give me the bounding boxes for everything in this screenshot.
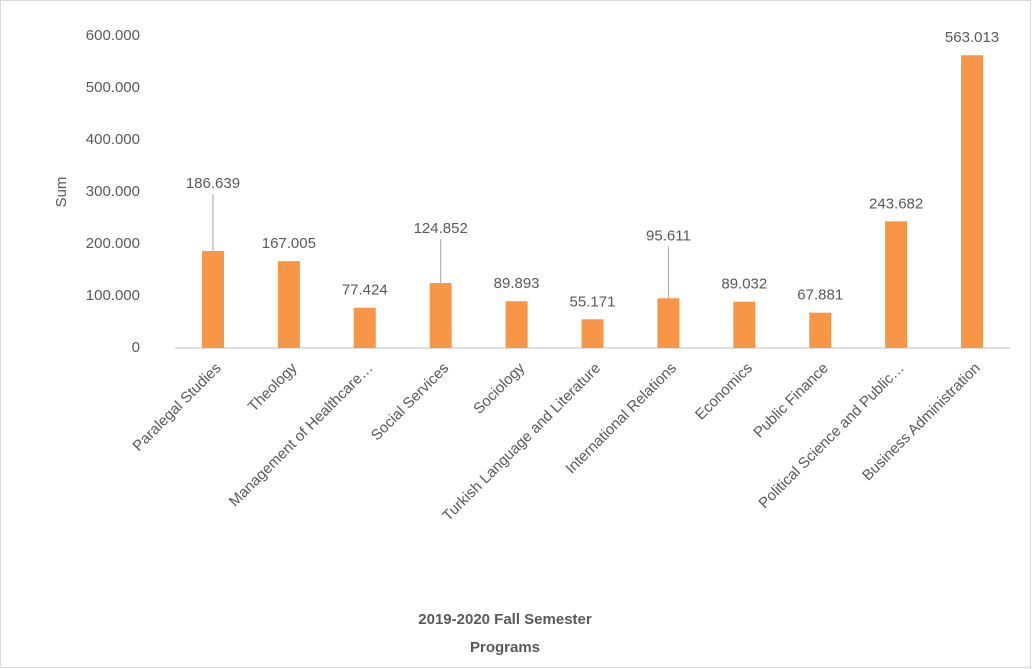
bar [809, 312, 832, 348]
bar [505, 301, 528, 348]
y-tick-label: 300.000 [86, 183, 140, 200]
bar [201, 250, 224, 348]
y-tick-label: 600.000 [86, 27, 140, 44]
data-label: 563.013 [945, 29, 999, 46]
data-label: 124.852 [414, 220, 468, 237]
bar [277, 261, 300, 348]
y-tick-label: 500.000 [86, 79, 140, 96]
bar [581, 319, 604, 348]
data-label: 186.639 [186, 175, 240, 192]
x-axis-label: Programs [470, 639, 540, 656]
y-tick-label: 100.000 [86, 287, 140, 304]
bar [885, 221, 908, 348]
data-label: 89.893 [494, 275, 540, 292]
data-label: 67.881 [797, 287, 843, 304]
data-label: 55.171 [570, 293, 616, 310]
bar [657, 298, 680, 348]
y-axis-label: Sum [53, 177, 70, 208]
x-axis-label: 2019-2020 Fall Semester [418, 611, 592, 628]
data-label: 167.005 [262, 235, 316, 252]
data-label: 243.682 [869, 195, 923, 212]
y-tick-label: 200.000 [86, 235, 140, 252]
data-label: 77.424 [342, 282, 388, 299]
bar [961, 55, 984, 348]
bar [353, 307, 376, 348]
data-label: 89.032 [721, 276, 767, 293]
y-tick-label: 0 [132, 339, 140, 356]
bar [733, 301, 756, 348]
bar [429, 283, 452, 348]
data-label: 95.611 [646, 227, 691, 244]
y-tick-label: 400.000 [86, 131, 140, 148]
